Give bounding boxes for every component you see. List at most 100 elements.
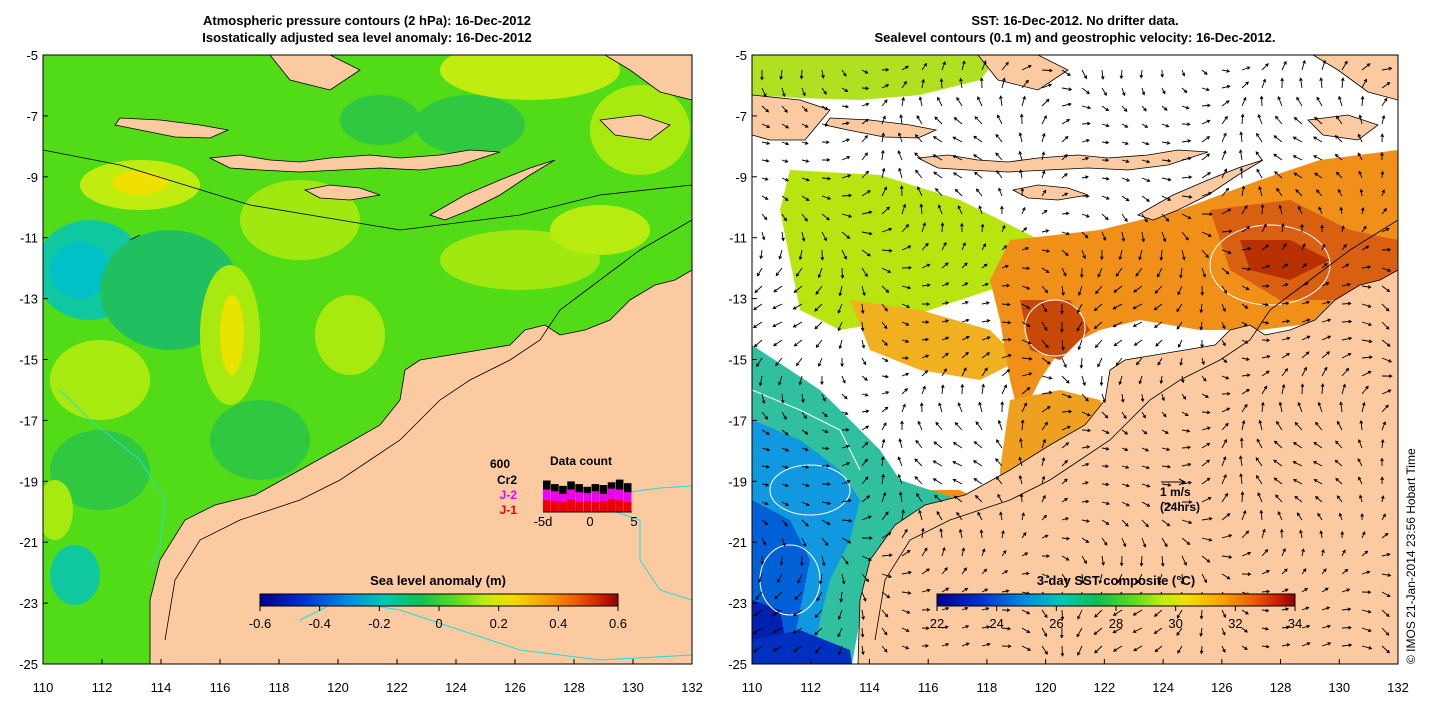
velocity-arrow [1001,369,1011,377]
velocity-arrow [841,411,849,415]
velocity-arrow [1139,69,1144,79]
bar-j1 [583,501,592,512]
velocity-arrow [1041,645,1048,655]
velocity-arrow [1201,459,1211,467]
velocity-arrow [1358,476,1363,485]
velocity-arrow [1061,267,1067,277]
velocity-arrow [1001,626,1012,631]
velocity-arrow [1201,375,1207,382]
velocity-arrow [1112,321,1123,328]
velocity-arrow [1321,642,1332,647]
velocity-arrow [1321,243,1326,251]
velocity-arrow [1021,227,1028,233]
velocity-arrow [1239,473,1243,485]
velocity-arrow [1079,267,1084,279]
velocity-arrow [1335,115,1343,125]
velocity-arrow [1001,530,1005,539]
velocity-arrow [934,116,943,125]
velocity-arrow [1157,357,1163,366]
velocity-arrow [1334,135,1343,143]
velocity-arrow [1201,477,1211,485]
velocity-arrow [901,321,910,326]
velocity-arrow [1301,642,1311,647]
velocity-arrow [1341,60,1348,71]
velocity-arrow [918,96,923,107]
velocity-arrow [841,498,852,503]
velocity-arrow [1381,389,1392,395]
velocity-arrow [1081,121,1091,126]
velocity-arrow [939,78,944,89]
velocity-arrow [979,529,984,539]
velocity-arrow [837,321,843,332]
velocity-arrow [1199,303,1204,314]
velocity-arrow [921,626,930,630]
velocity-arrow [1221,357,1228,364]
velocity-arrow [1261,626,1269,631]
velocity-arrow [1160,555,1165,567]
data-count-title: Data count [550,454,612,468]
velocity-arrow [941,625,949,629]
velocity-arrow [801,141,809,145]
velocity-arrow [1381,267,1392,272]
velocity-arrow [1321,351,1331,359]
velocity-arrow [1177,285,1183,296]
velocity-arrow [837,627,843,638]
velocity-arrow [1261,63,1269,71]
velocity-arrow [901,65,909,71]
velocity-arrow [861,425,870,431]
velocity-arrow [1293,172,1303,179]
velocity-arrow [1061,249,1069,257]
velocity-arrow [1312,461,1323,467]
velocity-arrow [1261,589,1271,594]
data-count-xtick-start: -5d [534,514,553,529]
velocity-arrow [1201,393,1209,398]
velocity-arrow [1061,87,1073,92]
velocity-arrow [1241,246,1252,251]
velocity-arrow [781,537,786,547]
velocity-arrow [961,301,969,305]
sla-zero-contour-east [609,509,692,601]
velocity-arrow [1281,568,1288,575]
velocity-arrow [801,87,806,97]
velocity-arrow [1281,301,1290,306]
velocity-arrow [1221,573,1231,580]
velocity-arrow [840,267,845,279]
velocity-arrow [1041,189,1047,197]
velocity-arrow [1101,158,1110,163]
velocity-arrow [1261,385,1268,395]
velocity-arrow [792,303,803,310]
velocity-arrow [814,609,823,619]
velocity-arrow [760,69,764,81]
velocity-arrow [1201,103,1211,108]
velocity-arrow [1121,123,1129,128]
velocity-arrow [1201,442,1211,449]
velocity-arrow [772,609,783,616]
velocity-arrow [940,222,945,233]
bar-j1 [567,499,575,512]
velocity-arrow [995,476,1003,485]
velocity-arrow [1317,512,1323,521]
velocity-arrow [1081,87,1090,95]
velocity-arrow [1177,645,1183,654]
velocity-arrow [1201,573,1207,584]
velocity-arrow [881,84,890,89]
velocity-arrow [1301,606,1310,611]
velocity-arrow [1339,206,1344,215]
velocity-arrow [897,150,903,161]
velocity-arrow [1273,477,1283,485]
velocity-arrow [761,123,771,129]
velocity-arrow [1181,500,1193,504]
velocity-arrow [781,105,788,113]
velocity-arrow [1281,625,1290,630]
velocity-arrow [761,519,769,526]
velocity-arrow [1341,301,1352,306]
velocity-arrow [881,391,890,395]
left-colorbar [259,593,619,607]
velocity-arrow [821,537,829,547]
velocity-arrow [821,105,829,110]
velocity-arrow [881,511,889,521]
velocity-arrow [901,203,907,215]
right-title-line2: Sealevel contours (0.1 m) and geostrophi… [875,30,1276,45]
velocity-arrow [821,501,832,506]
velocity-arrow [1094,609,1103,618]
